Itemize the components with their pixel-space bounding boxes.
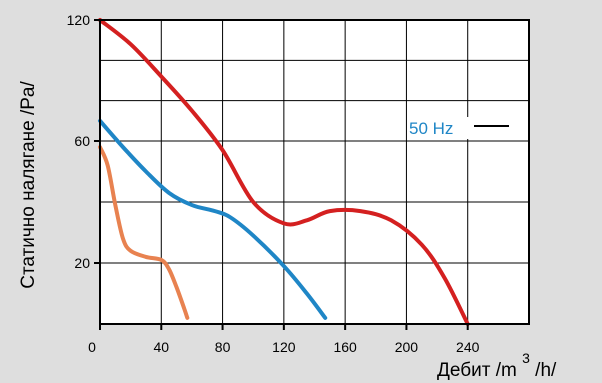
legend: 50 Hz [407,117,509,139]
x-tick-label: 120 [272,339,296,355]
plot-frame [99,19,530,325]
x-tick-label: 200 [395,339,419,355]
x-axis-label-superscript: 3 [522,350,530,366]
plot-area [100,20,529,324]
series-line-3 [98,145,190,320]
x-tick-label: 0 [88,339,96,355]
y-tick-label: 120 [67,12,91,28]
x-tick-label: 80 [215,339,231,355]
x-axis-label-main: Дебит /m [437,360,517,381]
x-axis-label: Дебит /m 3 /h/ [437,347,557,381]
series-line-2 [98,118,328,320]
grid [100,20,530,324]
y-tick-label: 20 [74,255,90,271]
x-tick-label: 160 [333,339,357,355]
legend-background [407,117,469,139]
x-tick-label: 40 [153,339,169,355]
y-tick-label: 60 [74,133,90,149]
legend-label: 50 Hz [409,119,453,138]
y-axis-label: Статично налягане /Pa/ [18,80,39,288]
x-axis-label-tail: /h/ [535,360,557,381]
axes [94,19,530,330]
series-layer [98,18,470,326]
tick-labels: 0 40 80 120 160 200 240 20 60 120 [67,12,480,355]
series-line-1 [98,18,470,326]
x-tick-label: 240 [456,339,480,355]
